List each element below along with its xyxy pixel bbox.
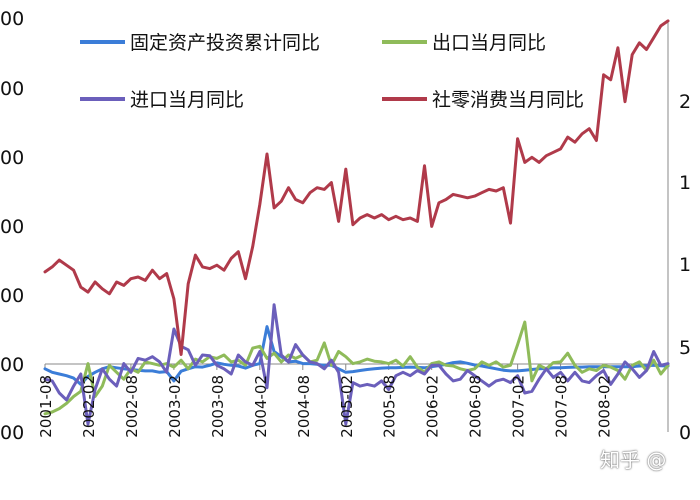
x-tick-label-3: 2003-02 (166, 375, 184, 438)
right-y-tick-label-1: 2 (679, 91, 691, 113)
x-tick-label-2: 2002-08 (123, 375, 141, 438)
left-y-tick-label-3: 00 (0, 216, 24, 238)
x-tick-label-10: 2006-08 (467, 375, 485, 438)
x-tick-label-6: 2004-08 (295, 375, 313, 438)
x-tick-label-5: 2004-02 (252, 375, 270, 438)
right-y-tick-label-2: 1 (679, 172, 691, 194)
left-y-tick-label-2: 00 (0, 147, 24, 169)
x-tick-label-0: 2001-08 (37, 375, 55, 438)
legend-label-2: 进口当月同比 (130, 89, 244, 111)
left-y-tick-label-6: 00 (0, 422, 24, 444)
x-tick-label-4: 2003-08 (209, 375, 227, 438)
series-line-1 (43, 320, 670, 416)
x-tick-label-12: 2007-08 (553, 375, 571, 438)
x-tick-label-13: 2008-02 (596, 375, 614, 438)
series-line-3 (43, 19, 670, 356)
legend-label-3: 社零消费当月同比 (432, 89, 584, 111)
left-y-tick-label-1: 00 (0, 78, 24, 100)
x-tick-label-8: 2005-08 (381, 375, 399, 438)
series-line-2 (43, 303, 670, 426)
legend-label-1: 出口当月同比 (432, 32, 546, 54)
watermark: 知乎 @ (600, 448, 667, 472)
series-lines (43, 19, 670, 426)
x-tick-label-9: 2006-02 (424, 375, 442, 438)
left-y-tick-label-4: 00 (0, 285, 24, 307)
left-y-tick-label-0: 00 (0, 8, 24, 30)
legend-label-0: 固定资产投资累计同比 (130, 32, 320, 54)
x-tick-label-1: 2002-02 (80, 375, 98, 438)
right-y-tick-label-3: 1 (679, 254, 691, 276)
left-y-axis-tick-labels: 00 00 00 00 00 00 00 (0, 8, 24, 444)
x-tick-label-7: 2005-02 (338, 375, 356, 438)
x-axis-tick-labels: 2001-08 2002-02 2002-08 2003-02 2003-08 2004-… (37, 375, 614, 438)
right-y-tick-label-5: 0 (679, 422, 691, 444)
right-y-tick-label-4: 5 (679, 337, 691, 359)
right-y-axis-tick-labels: 2 1 1 5 0 (679, 91, 691, 444)
x-tick-label-11: 2007-02 (510, 375, 528, 438)
left-y-tick-label-5: 00 (0, 354, 24, 376)
series-line-0 (43, 325, 670, 386)
